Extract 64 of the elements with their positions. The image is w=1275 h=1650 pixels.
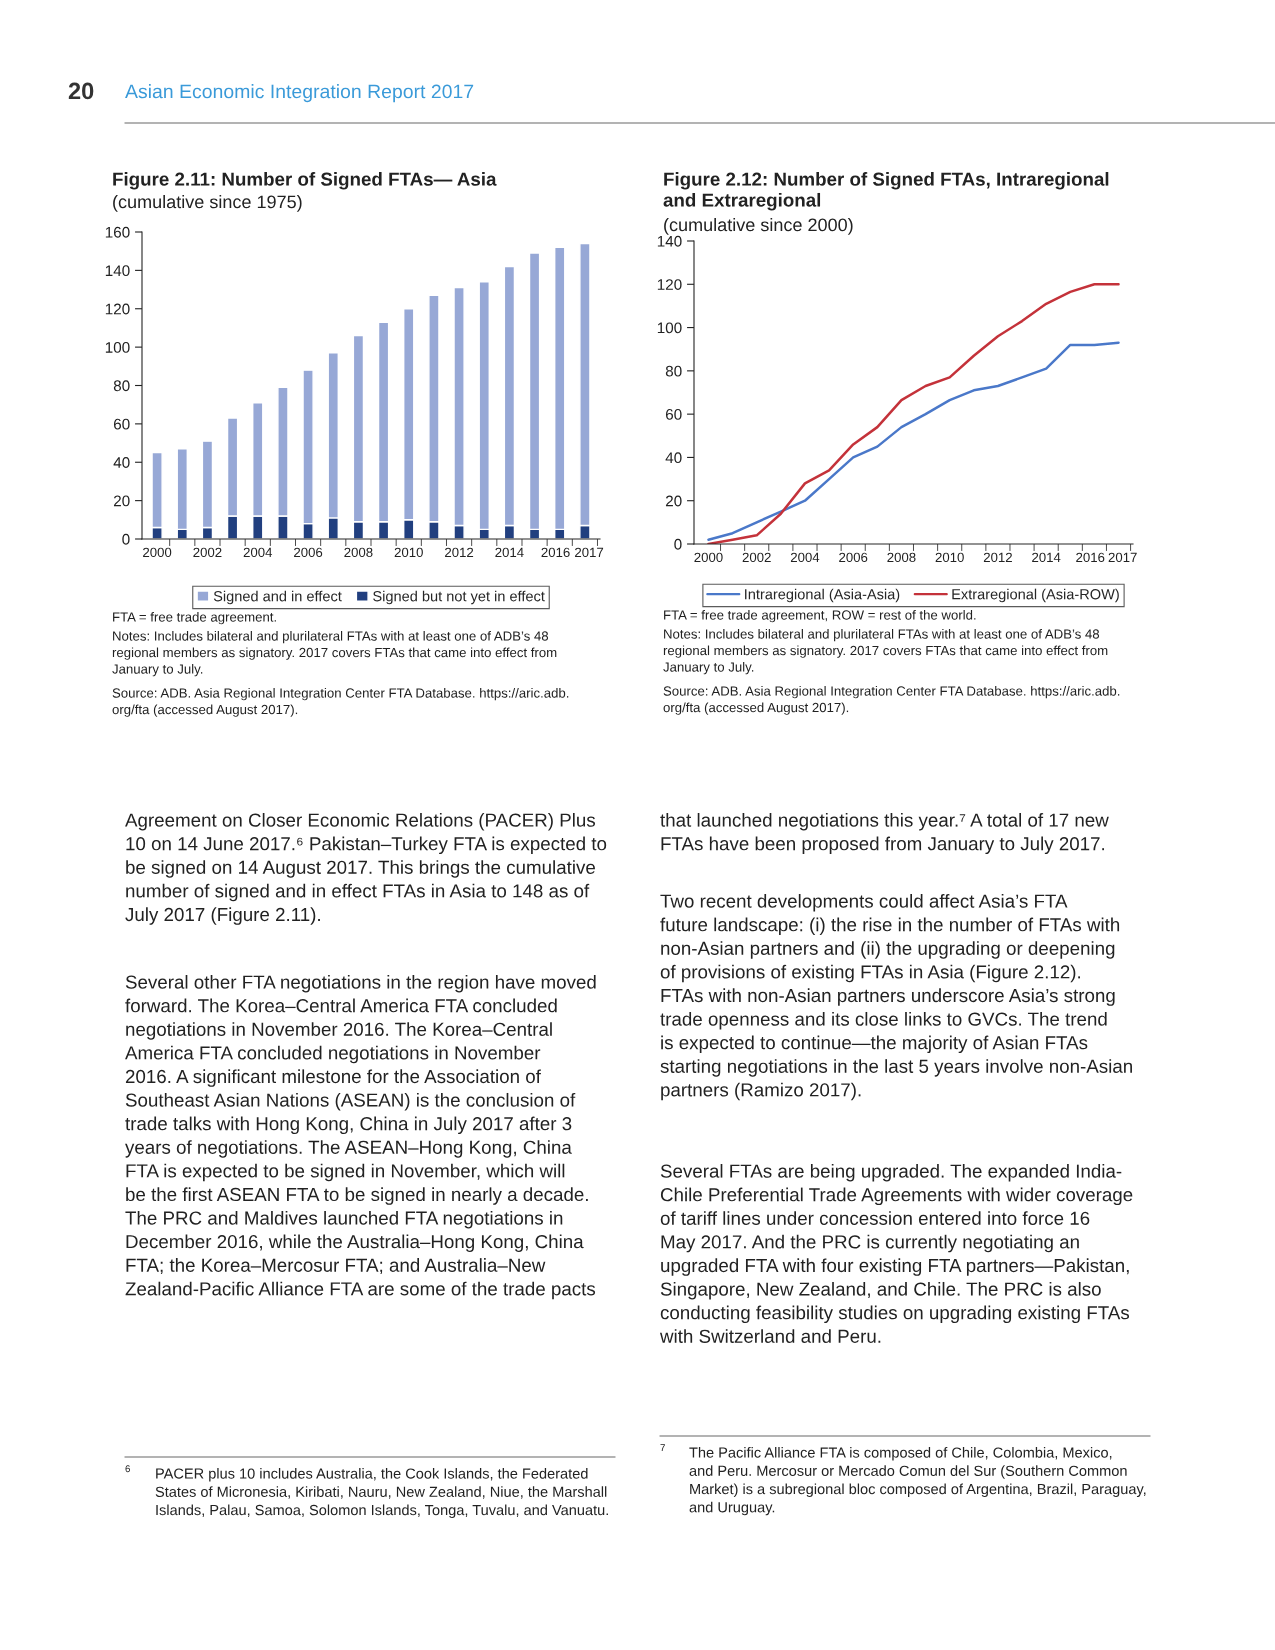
text: FTA = free trade agreement. bbox=[113, 612, 276, 625]
x-tick-label: 2012 bbox=[983, 552, 1012, 563]
text: PACER plus 10 includes Australia, the Cook Islands, the Federated States of Micronesia, Kiribati, Nauru, New Zealand, Niue, the Marshall Islands, Palau, Samoa, Solomon Islands, Tonga, Tuvalu, and Vanuatu. bbox=[155, 1468, 608, 1519]
text: that launched negotiations this year.⁷ A total of 17 new FTAs have been proposed from January to July 2017. bbox=[660, 813, 1109, 855]
y-tick-label: 40 bbox=[113, 457, 130, 468]
x-tick-label: 2017 bbox=[1108, 552, 1137, 563]
chart-title: Figure 2.11: Number of Signed FTAs— Asia bbox=[113, 172, 497, 190]
text: 6 bbox=[125, 1465, 130, 1473]
legend-label: Intraregional (Asia-Asia) bbox=[745, 588, 900, 603]
x-tick-label: 2016 bbox=[541, 547, 570, 558]
line-series bbox=[707, 283, 1120, 544]
x-tick-label: 2014 bbox=[495, 547, 524, 558]
text: The Pacific Alliance FTA is composed of Chile, Colombia, Mexico, and Peru. Mercosur or Mercado Comun del Sur (Southern Common Market) is a subregional bloc composed of Argentina, Brazil, Paraguay, and Uruguay. bbox=[689, 1447, 1146, 1516]
chart-title: Figure 2.12: Number of Signed FTAs, Intraregional and Extraregional bbox=[663, 172, 1109, 211]
chart-subtitle: (cumulative since 2000) bbox=[664, 218, 853, 235]
text: Notes: Includes bilateral and plurilateral FTAs with at least one of ADB’s 48 regional members as signatory. 2017 covers FTAs that came into effect from January to July. bbox=[663, 629, 1108, 675]
legend-label: Extraregional (Asia-ROW) bbox=[952, 588, 1119, 603]
x-tick-label: 2000 bbox=[143, 547, 172, 558]
legend-label: Signed and in effect bbox=[213, 590, 342, 605]
x-tick-label: 2010 bbox=[935, 552, 964, 563]
y-tick-label: 20 bbox=[665, 495, 682, 507]
text: Two recent developments could affect Asia’s FTA future landscape: (i) the rise in the number of FTAs with non-Asian partners and (ii) the upgrading or deepening of provisions of existing FTAs in Asia (Figure 2.12). FTAs with non-Asian partners underscore Asia’s strong trade openness and its close links to GVCs. The trend is expected to continue—the majority of Asian FTAs starting negotiations in the last 5 years involve non-Asian partners (Ramizo 2017). bbox=[660, 894, 1132, 1101]
y-tick-label: 80 bbox=[665, 365, 682, 377]
y-tick-label: 140 bbox=[105, 265, 130, 277]
x-tick-label: 2002 bbox=[193, 547, 222, 558]
text: 20 bbox=[68, 82, 94, 100]
source-note: Source: ADB. Asia Regional Integration Center FTA Database. https://aric.adb. org/fta (accessed August 2017). bbox=[663, 686, 1120, 715]
y-tick-label: 60 bbox=[665, 409, 682, 420]
y-tick-label: 160 bbox=[105, 226, 130, 238]
x-tick-label: 2002 bbox=[742, 552, 771, 563]
x-tick-label: 2004 bbox=[790, 552, 820, 563]
y-tick-label: 100 bbox=[657, 322, 682, 334]
y-tick-label: 20 bbox=[113, 495, 130, 507]
text: 7 bbox=[660, 1444, 665, 1452]
y-tick-label: 40 bbox=[665, 452, 682, 464]
y-tick-label: 60 bbox=[113, 418, 130, 430]
text: Several FTAs are being upgraded. The expanded India- Chile Preferential Trade Agreements with wider coverage of tariff lines under concession entered into force 16 May 2017. And the PRC is currently negotiating an upgraded FTA with four existing FTA partners—Pakistan, Singapore, New Zealand, and Chile. The PRC is also conducting feasibility studies on upgrading existing FTAs with Switzerland and Peru. bbox=[659, 1164, 1133, 1343]
x-tick-label: 2014 bbox=[1032, 552, 1061, 563]
x-tick-label: 2004 bbox=[243, 547, 273, 558]
y-tick-label: 140 bbox=[657, 235, 682, 247]
legend-label: Signed but not yet in effect bbox=[373, 590, 545, 605]
x-tick-label: 2012 bbox=[445, 547, 474, 558]
y-tick-label: 0 bbox=[674, 538, 682, 550]
x-tick-label: 2006 bbox=[294, 547, 323, 558]
text: FTA = free trade agreement, ROW = rest of the world. bbox=[664, 610, 976, 623]
y-tick-label: 100 bbox=[105, 341, 130, 353]
chart-subtitle: (cumulative since 1975) bbox=[113, 195, 302, 212]
x-tick-label: 2010 bbox=[394, 547, 423, 558]
x-tick-label: 2008 bbox=[887, 552, 916, 563]
text: Agreement on Closer Economic Relations (PACER) Plus 10 on 14 June 2017.⁶ Pakistan–Turkey FTA is expected to be signed on 14 August 2017. This brings the cumulative number of signed and in effect FTAs in Asia to 148 as of July 2017 (Figure 2.11). bbox=[125, 813, 607, 925]
y-tick-label: 80 bbox=[113, 380, 130, 392]
source-note: Source: ADB. Asia Regional Integration Center FTA Database. https://aric.adb. org/fta (accessed August 2017). bbox=[112, 688, 569, 717]
x-tick-label: 2016 bbox=[1076, 552, 1105, 563]
x-tick-label: 2000 bbox=[694, 552, 723, 563]
text: Asian Economic Integration Report 2017 bbox=[125, 84, 474, 103]
y-tick-label: 120 bbox=[657, 279, 682, 290]
line-series bbox=[707, 341, 1120, 541]
x-tick-label: 2006 bbox=[839, 552, 868, 563]
text: Notes: Includes bilateral and plurilateral FTAs with at least one of ADB’s 48 regional members as signatory. 2017 covers FTAs that came into effect from January to July. bbox=[112, 631, 557, 677]
y-tick-label: 120 bbox=[105, 303, 130, 315]
text: Several other FTA negotiations in the region have moved forward. The Korea–Central America FTA concluded negotiations in November 2016. The Korea–Central America FTA concluded negotiations in November 2016. A significant milestone for the Association of Southeast Asian Nations (ASEAN) is the conclusion of trade talks with Hong Kong, China in July 2017 after 3 years of negotiations. The ASEAN–Hong Kong, China FTA is expected to be signed in November, which will be the first ASEAN FTA to be signed in nearly a decade. The PRC and Maldives launched FTA negotiations in December 2016, while the Australia–Hong Kong, China FTA; the Korea–Mercosur FTA; and Australia–New Zealand-Pacific Alliance FTA are some of the trade pacts bbox=[125, 975, 596, 1300]
x-tick-label: 2017 bbox=[575, 547, 604, 558]
x-tick-label: 2008 bbox=[344, 547, 373, 558]
y-tick-label: 0 bbox=[122, 533, 130, 545]
